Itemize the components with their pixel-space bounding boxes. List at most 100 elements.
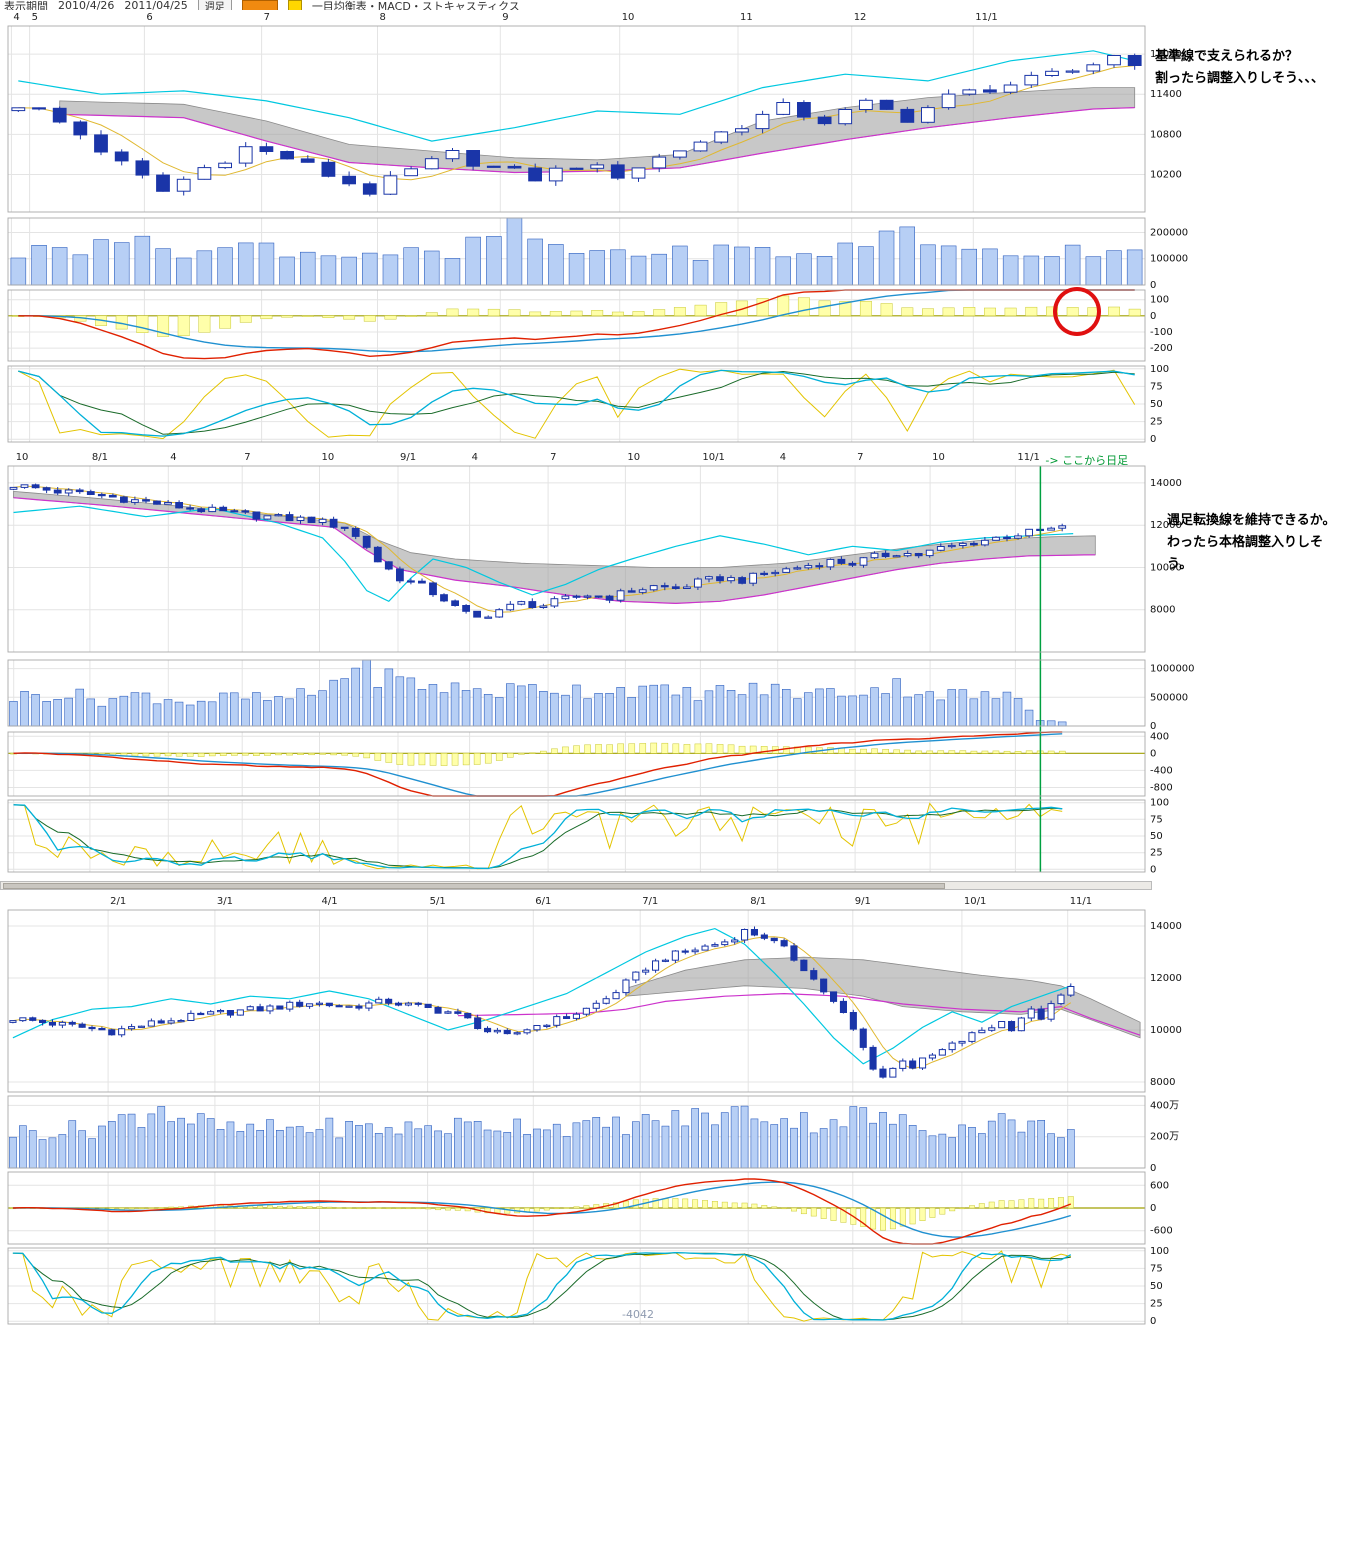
daily-annotation-line1: 週足転換線を維持できるか。 xyxy=(1167,513,1336,528)
svg-text:9: 9 xyxy=(502,12,508,23)
svg-text:10200: 10200 xyxy=(1150,170,1182,181)
svg-text:75: 75 xyxy=(1150,1263,1163,1274)
ichimoku-cloud xyxy=(625,956,1141,1039)
gridlines xyxy=(8,26,1145,442)
macd-signal-line xyxy=(12,1181,1071,1238)
svg-text:-100: -100 xyxy=(1150,327,1173,338)
y-axis-labels: 14000 12000 10000 8000 400万 200万 0 600 0 -600 100 7… xyxy=(1150,921,1182,1327)
svg-text:5/1: 5/1 xyxy=(430,896,446,907)
svg-text:11: 11 xyxy=(740,12,753,23)
stochastic-k-line xyxy=(12,1251,1072,1321)
svg-text:400万: 400万 xyxy=(1150,1100,1179,1111)
svg-text:0: 0 xyxy=(1150,280,1156,291)
display-button[interactable] xyxy=(241,0,278,10)
subchart-border xyxy=(7,659,1146,727)
daily-start-note: -> ここから日足 xyxy=(1045,454,1128,467)
subchart-border xyxy=(7,1247,1146,1325)
subchart-border xyxy=(7,731,1146,797)
subchart-border xyxy=(7,1171,1146,1245)
scrollbar-thumb[interactable] xyxy=(3,883,945,889)
svg-text:14000: 14000 xyxy=(1150,478,1182,489)
senkou-span-b-line xyxy=(457,992,1141,1036)
daily-annotation-line2: わったら本格調整入りしそ xyxy=(1167,535,1324,550)
weekly-annotation: 基準線で支えられるか？ 割ったら調整入りしそう、、、 xyxy=(1155,46,1324,90)
svg-text:6/1: 6/1 xyxy=(535,896,551,907)
volume-bars xyxy=(9,659,1067,727)
svg-text:10/1: 10/1 xyxy=(964,896,986,907)
svg-text:0: 0 xyxy=(1150,1203,1156,1214)
timeframe-select[interactable]: 週足 xyxy=(197,0,232,10)
svg-text:2/1: 2/1 xyxy=(110,896,126,907)
y-axis-labels: 1400012000100008000100000050000004000-40… xyxy=(1150,478,1195,875)
svg-text:9/1: 9/1 xyxy=(855,896,871,907)
svg-text:100000: 100000 xyxy=(1150,254,1188,265)
svg-text:10000: 10000 xyxy=(1150,563,1182,574)
svg-text:0: 0 xyxy=(1150,1316,1156,1327)
lagging-span-line xyxy=(13,505,1074,603)
svg-text:7/1: 7/1 xyxy=(642,896,658,907)
weekly-annotation-line2: 割ったら調整入りしそう、、、 xyxy=(1155,71,1325,86)
svg-text:100: 100 xyxy=(1150,364,1169,375)
subchart-border xyxy=(7,25,1146,213)
svg-text:12: 12 xyxy=(854,12,867,23)
svg-text:8/1: 8/1 xyxy=(92,452,108,463)
svg-text:4: 4 xyxy=(13,12,19,23)
daily-annotation: 週足転換線を維持できるか。 わったら本格調整入りしそ う。 xyxy=(1167,510,1335,576)
svg-text:10: 10 xyxy=(932,452,945,463)
svg-text:25: 25 xyxy=(1150,417,1163,428)
stochastic-slow-line xyxy=(13,804,1063,869)
svg-text:0: 0 xyxy=(1150,434,1156,444)
svg-text:-400: -400 xyxy=(1150,765,1173,776)
svg-text:12000: 12000 xyxy=(1150,49,1182,60)
stochastic-k-line xyxy=(13,804,1063,870)
candlesticks xyxy=(9,483,1067,619)
svg-text:25: 25 xyxy=(1150,1299,1163,1310)
svg-text:400: 400 xyxy=(1150,731,1169,742)
date-from-field[interactable]: 2010/4/26 xyxy=(58,0,115,10)
stochastic-fast-line xyxy=(13,802,1063,870)
svg-text:14000: 14000 xyxy=(1150,921,1182,932)
horizontal-scrollbar[interactable] xyxy=(0,881,1152,890)
stochastic-slow-line xyxy=(12,1252,1071,1321)
macd-histogram xyxy=(10,742,1066,766)
senkou-span-b-line xyxy=(13,497,1096,605)
svg-text:10800: 10800 xyxy=(1150,129,1182,140)
svg-text:7: 7 xyxy=(244,452,250,463)
macd-line xyxy=(12,1178,1072,1245)
svg-text:25: 25 xyxy=(1150,848,1163,859)
daily-year-chart-panel[interactable]: -4042 2/1 3/1 4/1 5/1 6/1 7/1 8/1 9/1 10/1 11/1 140… xyxy=(0,892,1200,1328)
svg-text:6: 6 xyxy=(146,12,152,23)
svg-text:7: 7 xyxy=(550,452,556,463)
svg-text:1000000: 1000000 xyxy=(1150,664,1195,675)
svg-text:7: 7 xyxy=(264,12,270,23)
y-axis-labels: 12000 11400 10800 10200 200000 100000 0 100 0 -10… xyxy=(1150,49,1188,444)
x-axis-labels: 2/1 3/1 4/1 5/1 6/1 7/1 8/1 9/1 10/1 11/1 xyxy=(110,896,1092,907)
subchart-border xyxy=(7,1095,1146,1169)
subchart-border xyxy=(7,289,1146,362)
subchart-border xyxy=(7,217,1146,286)
moving-average-line xyxy=(13,485,1063,613)
svg-text:12000: 12000 xyxy=(1150,973,1182,984)
weekly-chart-panel[interactable]: 4 5 6 7 8 9 10 11 12 11/1 12000 11400 10800 10200 2000… xyxy=(0,10,1200,444)
svg-text:10/1: 10/1 xyxy=(702,452,724,463)
svg-text:50: 50 xyxy=(1150,1281,1163,1292)
svg-text:4: 4 xyxy=(472,452,478,463)
date-to-field[interactable]: 2011/04/25 xyxy=(124,0,188,10)
indicator-icon[interactable] xyxy=(287,0,302,10)
svg-text:4: 4 xyxy=(780,452,786,463)
daily-detail-chart-panel[interactable]: -> ここから日足 10 8/1 4 7 10 9/1 4 7 10 10/1 4 7 10 11/1 140… xyxy=(0,450,1200,880)
stochastic-k-line xyxy=(18,369,1135,437)
value-readout: -4042 xyxy=(622,1308,654,1321)
svg-text:-800: -800 xyxy=(1150,783,1173,794)
svg-text:0: 0 xyxy=(1150,721,1156,732)
svg-text:11/1: 11/1 xyxy=(975,12,997,23)
svg-text:50: 50 xyxy=(1150,399,1163,410)
candlesticks xyxy=(9,926,1075,1079)
volume-bars xyxy=(9,1105,1075,1169)
x-axis-labels: 4 5 6 7 8 9 10 11 12 11/1 xyxy=(13,12,997,23)
lagging-span-line xyxy=(12,927,1072,1065)
stochastic-slow-line xyxy=(18,370,1135,435)
red-circle-annotation xyxy=(1053,287,1101,336)
svg-text:7: 7 xyxy=(857,452,863,463)
subchart-border xyxy=(7,465,1146,653)
